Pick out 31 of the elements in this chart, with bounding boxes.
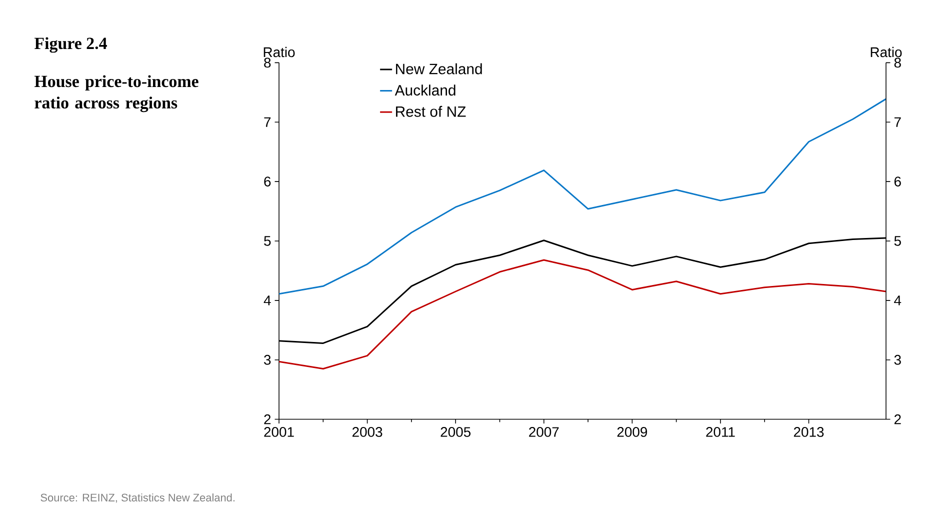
y2-tick-label: 8	[894, 58, 901, 68]
y2-tick-label: 6	[894, 176, 901, 186]
x-tick-label: 2011	[706, 427, 735, 437]
y-axis-title: Ratio	[264, 46, 295, 58]
legend-label: Rest of NZ	[396, 106, 466, 117]
y-tick-label: 2	[264, 414, 271, 424]
y2-tick-label: 5	[894, 236, 901, 246]
y-tick-label: 5	[264, 236, 271, 246]
y2-tick-label: 2	[894, 414, 901, 424]
y-tick-label: 8	[264, 58, 271, 68]
y-tick-label: 4	[264, 296, 271, 306]
x-tick-label: 2007	[529, 427, 559, 437]
text: Figure 2.4	[34, 37, 107, 53]
text: House price-to-income ratio across regions	[34, 75, 198, 112]
line-series	[279, 259, 886, 370]
source-note: Source: REINZ, Statistics New Zealand.	[40, 493, 234, 503]
y2-tick-label: 4	[894, 296, 902, 306]
x-tick-label: 2013	[794, 427, 824, 437]
x-tick-label: 2005	[440, 427, 471, 437]
x-tick-label: 2003	[352, 427, 382, 437]
legend-label: Auckland	[394, 84, 456, 96]
x-tick-label: 2001	[264, 427, 294, 437]
x-tick-label: 2009	[617, 427, 648, 437]
y2-tick-label: 3	[894, 354, 901, 365]
y-tick-label: 3	[264, 354, 271, 365]
y2-axis-title: Ratio	[870, 46, 902, 58]
y-tick-label: 7	[264, 117, 271, 127]
line-series	[279, 98, 886, 295]
y2-tick-label: 7	[894, 117, 901, 127]
legend-label: New Zealand	[396, 63, 482, 74]
y-tick-label: 6	[264, 176, 271, 186]
